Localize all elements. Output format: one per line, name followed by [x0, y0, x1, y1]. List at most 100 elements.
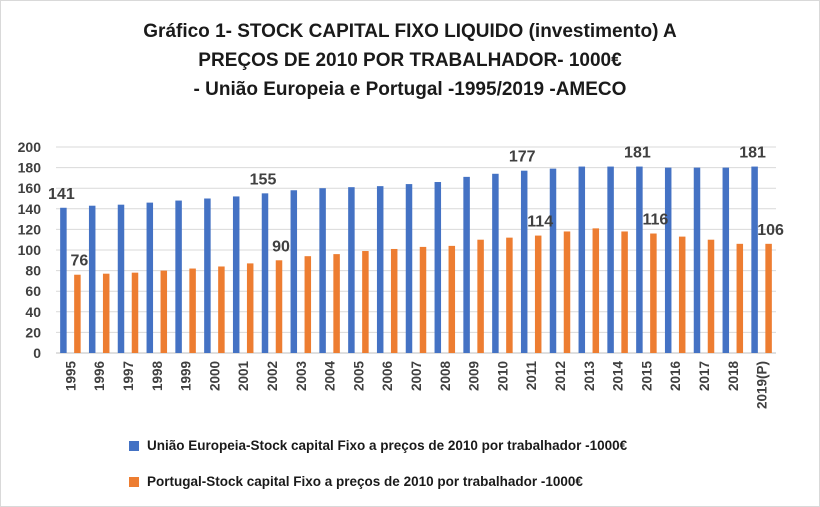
- bar-eu: [607, 166, 614, 353]
- x-tick-label: 2014: [611, 361, 626, 392]
- chart-title-line-1: Gráfico 1- STOCK CAPITAL FIXO LIQUIDO (i…: [143, 21, 677, 42]
- bar-eu: [578, 166, 586, 353]
- bar-portugal: [218, 266, 225, 353]
- x-tick-label: 2004: [323, 361, 338, 392]
- bar-eu: [117, 204, 125, 353]
- x-tick-label: 2005: [351, 361, 366, 392]
- x-tick-label: 2009: [467, 361, 482, 391]
- chart-title-line-3: - União Europeia e Portugal -1995/2019 -…: [193, 79, 627, 100]
- x-tick-label: 2011: [524, 361, 539, 391]
- bar-eu: [636, 166, 643, 353]
- bar-eu: [376, 186, 384, 353]
- bar-portugal: [621, 231, 628, 353]
- bar-eu: [60, 207, 67, 353]
- bar-portugal: [419, 246, 427, 353]
- bar-portugal: [304, 256, 312, 353]
- chart-title-line-2: PREÇOS DE 2010 POR TRABALHADOR- 1000€: [198, 50, 622, 71]
- bar-eu: [146, 202, 154, 353]
- x-tick-label: 2007: [409, 361, 424, 391]
- y-tick-label: 140: [18, 201, 42, 217]
- bar-eu: [319, 188, 326, 353]
- bar-portugal: [477, 239, 484, 353]
- bar-eu: [290, 190, 298, 353]
- x-tick-label: 2008: [438, 361, 453, 392]
- bar-portugal: [362, 251, 369, 353]
- x-tick-label: 2002: [265, 361, 280, 391]
- y-tick-label: 0: [33, 345, 41, 361]
- x-tick-label: 1998: [150, 361, 165, 392]
- legend-label-eu: União Europeia-Stock capital Fixo a preç…: [147, 438, 628, 453]
- bar-eu: [722, 167, 730, 353]
- bar-portugal: [448, 245, 456, 353]
- y-tick-label: 120: [18, 221, 42, 237]
- bar-portugal: [390, 248, 398, 353]
- x-tick-label: 2019(P): [755, 361, 770, 409]
- bar-portugal: [74, 274, 81, 353]
- y-tick-label: 80: [25, 263, 41, 279]
- bar-eu: [520, 170, 528, 353]
- x-tick-label: 2000: [207, 361, 222, 391]
- bar-eu: [549, 168, 557, 353]
- bar-portugal: [678, 236, 686, 353]
- bar-portugal: [160, 270, 168, 353]
- x-tick-label: 1995: [63, 361, 78, 392]
- bar-portugal: [189, 268, 196, 353]
- data-label: 155: [250, 171, 277, 188]
- x-tick-label: 2013: [582, 361, 597, 392]
- x-tick-label: 2017: [697, 361, 712, 391]
- bar-portugal: [592, 228, 600, 353]
- data-label: 106: [757, 222, 784, 239]
- bar-portugal: [707, 239, 715, 353]
- x-tick-label: 2006: [380, 361, 395, 392]
- bar-eu: [261, 193, 269, 353]
- y-tick-label: 180: [18, 160, 42, 176]
- y-tick-label: 40: [25, 304, 41, 320]
- y-tick-label: 60: [25, 283, 41, 299]
- bar-eu: [204, 198, 211, 353]
- bar-eu: [232, 196, 240, 353]
- data-label: 177: [509, 149, 536, 166]
- data-label: 181: [739, 145, 766, 162]
- legend-item-eu: União Europeia-Stock capital Fixo a preç…: [129, 438, 627, 453]
- data-label: 116: [642, 212, 668, 229]
- data-label: 90: [272, 238, 290, 255]
- legend-label-portugal: Portugal-Stock capital Fixo a preços de …: [147, 474, 583, 489]
- bar-eu: [751, 166, 758, 353]
- bar-eu: [88, 205, 96, 353]
- x-tick-label: 1996: [92, 361, 107, 392]
- bar-eu: [492, 173, 499, 353]
- bar-portugal: [650, 233, 657, 353]
- x-tick-label: 1997: [121, 361, 136, 391]
- y-tick-label: 100: [18, 242, 42, 258]
- y-tick-label: 200: [18, 139, 42, 155]
- legend-swatch-eu: [129, 440, 139, 451]
- bar-eu: [348, 187, 355, 353]
- bar-portugal: [246, 263, 254, 353]
- bar-portugal: [333, 254, 340, 353]
- bar-eu: [405, 184, 413, 353]
- y-tick-label: 20: [25, 324, 41, 340]
- data-label: 141: [48, 186, 75, 203]
- data-label: 114: [527, 214, 553, 231]
- bar-eu: [693, 167, 701, 353]
- x-tick-label: 2010: [495, 361, 510, 391]
- x-tick-label: 1999: [179, 361, 194, 391]
- bar-portugal: [563, 231, 571, 353]
- bar-eu: [434, 182, 442, 353]
- x-tick-label: 2012: [553, 361, 568, 391]
- bar-portugal: [275, 260, 283, 353]
- bar-portugal: [534, 235, 542, 353]
- data-label: 181: [624, 145, 651, 162]
- x-tick-label: 2003: [294, 361, 309, 392]
- legend-item-portugal: Portugal-Stock capital Fixo a preços de …: [129, 474, 583, 489]
- legend-swatch-portugal: [129, 476, 139, 487]
- x-tick-label: 2015: [639, 361, 654, 392]
- bar-portugal: [131, 272, 139, 353]
- bar-eu: [175, 200, 182, 353]
- bar-eu: [664, 167, 672, 353]
- x-tick-label: 2016: [668, 361, 683, 392]
- bar-portugal: [102, 273, 110, 353]
- bar-portugal: [506, 237, 513, 353]
